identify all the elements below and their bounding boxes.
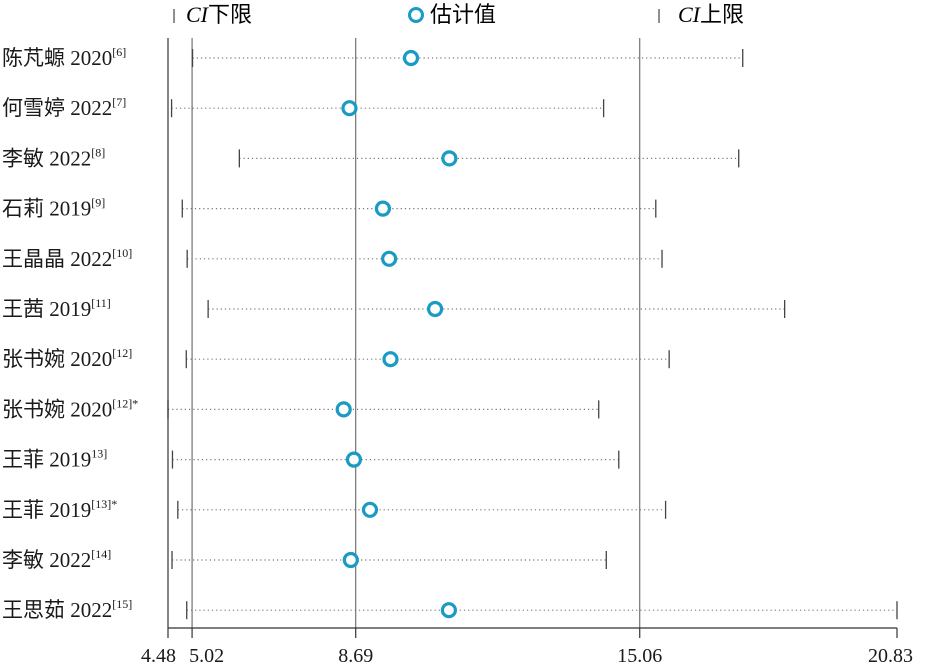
legend-ci-upper-suffix: 上限: [700, 2, 744, 27]
study-label: 李敏 2022[14]: [2, 547, 111, 572]
legend-estimate-label: 估计值: [430, 2, 496, 27]
study-label: 陈芃螈 2020[6]: [2, 45, 126, 70]
study-label: 王茜 2019[11]: [2, 296, 111, 321]
legend: CI下限 估计值 CI上限: [173, 2, 744, 27]
study-label: 王菲 201913]: [2, 447, 107, 472]
study-row: 张书婉 2020[12]: [2, 346, 670, 371]
estimate-marker: [382, 351, 399, 368]
study-rows: 陈芃螈 2020[6] 何雪婷 2022[7] 李敏 2022[8] 石莉 2019[…: [2, 45, 898, 622]
study-reference: [15]: [112, 597, 132, 611]
study-row: 王菲 201913]: [2, 447, 620, 472]
study-label: 王菲 2019[13]*: [2, 497, 117, 522]
x-tick-label: 15.06: [617, 645, 662, 667]
estimate-marker: [361, 501, 379, 518]
study-row: 王茜 2019[11]: [2, 296, 786, 321]
study-reference: [8]: [91, 145, 105, 159]
estimate-marker: [381, 250, 398, 267]
legend-ci-lower-prefix: CI: [186, 2, 210, 27]
estimate-marker: [374, 200, 392, 217]
study-row: 王晶晶 2022[10]: [2, 246, 663, 271]
study-label: 王思茹 2022[15]: [2, 597, 132, 622]
study-row: 陈芃螈 2020[6]: [2, 45, 744, 70]
study-label: 王晶晶 2022[10]: [2, 246, 132, 271]
study-row: 王菲 2019[13]*: [2, 497, 667, 522]
study-reference: [7]: [112, 95, 126, 109]
legend-ci-lower-suffix: 下限: [208, 2, 252, 27]
x-tick-label: 20.83: [868, 645, 913, 667]
study-reference: [14]: [91, 547, 111, 561]
legend-estimate-marker: [408, 7, 424, 23]
reference-lines: [191, 38, 641, 628]
study-reference: [13]*: [91, 497, 117, 511]
study-label: 张书婉 2020[12]: [2, 346, 132, 371]
study-label: 张书婉 2020[12]*: [2, 396, 138, 421]
estimate-marker: [441, 150, 458, 167]
estimate-marker: [345, 451, 363, 468]
study-row: 李敏 2022[14]: [2, 547, 607, 572]
study-reference: [10]: [112, 246, 132, 260]
study-reference: [6]: [112, 45, 126, 59]
study-row: 何雪婷 2022[7]: [2, 95, 605, 120]
x-tick-label: 8.69: [338, 645, 373, 667]
study-label: 李敏 2022[8]: [2, 145, 105, 170]
study-row: 张书婉 2020[12]*: [2, 396, 600, 421]
estimate-marker: [440, 602, 457, 619]
x-tick-label: 4.48: [141, 645, 176, 667]
study-reference: [12]: [112, 346, 132, 360]
estimate-marker: [426, 300, 444, 318]
x-tick-label: 5.02: [189, 645, 224, 667]
study-reference: 13]: [91, 447, 107, 461]
study-label: 何雪婷 2022[7]: [2, 95, 126, 120]
estimate-marker: [402, 49, 420, 67]
study-label: 石莉 2019[9]: [2, 196, 105, 221]
estimate-marker: [341, 100, 358, 117]
study-reference: [9]: [91, 196, 105, 210]
legend-ci-upper-prefix: CI: [678, 2, 702, 27]
study-row: 石莉 2019[9]: [2, 196, 657, 221]
estimate-marker: [342, 551, 359, 569]
legend-ci-lower-label: CI下限: [186, 2, 252, 27]
study-reference: [11]: [91, 296, 111, 310]
legend-ci-upper-label: CI上限: [678, 2, 744, 27]
x-axis: 4.48 5.02 8.69 15.06 20.83: [141, 38, 913, 667]
study-reference: [12]*: [112, 396, 138, 410]
study-row: 王思茹 2022[15]: [2, 597, 898, 622]
study-row: 李敏 2022[8]: [2, 145, 740, 170]
estimate-marker: [335, 401, 352, 418]
